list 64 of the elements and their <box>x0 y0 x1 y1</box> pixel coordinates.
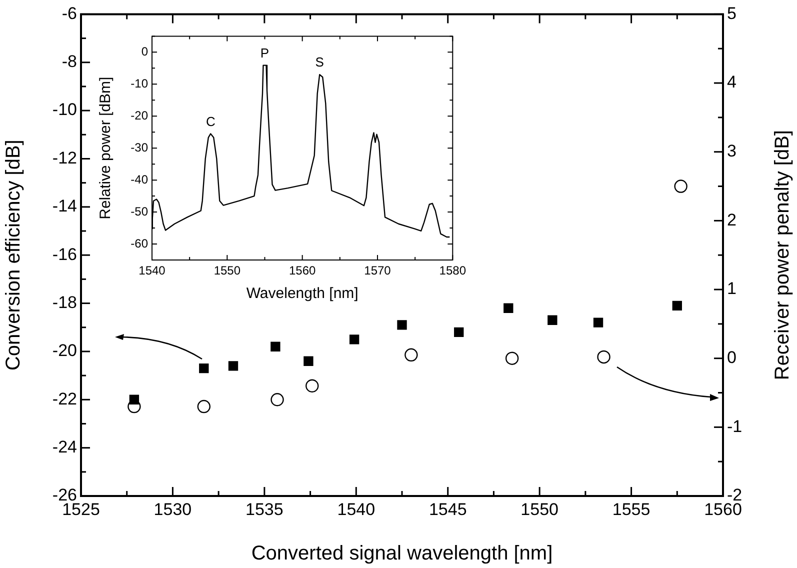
x-tick-label: 1525 <box>62 500 100 519</box>
point <box>270 393 284 406</box>
y-tick-label: -50 <box>130 204 148 218</box>
point <box>593 318 604 328</box>
y-tick-label: -40 <box>130 172 148 186</box>
point <box>270 342 280 352</box>
y-tick-label: -6 <box>62 4 77 23</box>
y2-tick-label: 2 <box>727 210 736 230</box>
y-tick-label: -22 <box>52 389 77 408</box>
y-tick-label: -20 <box>52 341 77 360</box>
point <box>197 400 210 414</box>
y2-tick-label: 5 <box>727 4 736 23</box>
point <box>129 394 140 404</box>
y-tick-label: 0 <box>141 44 148 58</box>
y2-tick-label: 0 <box>727 348 736 368</box>
y2-tick-label: 3 <box>727 142 736 161</box>
point <box>349 334 360 344</box>
point <box>672 300 682 311</box>
x-tick-label: 1550 <box>520 500 558 519</box>
y-tick-label: -30 <box>130 140 148 154</box>
x-tick-label: 1540 <box>337 500 376 519</box>
point <box>548 315 558 325</box>
y-tick-label: -8 <box>62 52 77 72</box>
y-axis-title: Relative power [dBm] <box>97 76 114 220</box>
y2-tick-label: 4 <box>727 72 736 92</box>
point <box>674 180 688 193</box>
point <box>404 348 418 362</box>
y-tick-label: -10 <box>130 76 148 90</box>
y-tick-label: -24 <box>52 438 77 457</box>
y2-tick-label: 1 <box>727 279 736 298</box>
y-tick-label: -14 <box>52 196 77 216</box>
y-tick-label: -16 <box>52 244 77 264</box>
point <box>505 352 519 365</box>
x-tick-label: 1530 <box>154 500 192 519</box>
x-tick-label: 1535 <box>246 500 284 519</box>
annotation: C <box>206 114 216 129</box>
point <box>306 379 319 392</box>
point <box>397 320 407 330</box>
annotation: S <box>315 54 324 70</box>
x-tick-label: 1570 <box>364 264 392 278</box>
x-tick-label: 1540 <box>138 264 166 278</box>
point <box>199 363 209 374</box>
y-tick-label: -18 <box>52 292 77 312</box>
y-tick-label: -20 <box>130 108 148 122</box>
x-tick-label: 1550 <box>214 264 241 278</box>
point <box>304 356 314 366</box>
x-axis-title: Converted signal wavelength [nm] <box>251 542 553 565</box>
point <box>597 350 610 364</box>
x-tick-label: 1545 <box>428 500 467 519</box>
y2-axis-title: Receiver power penalty [dB] <box>772 130 794 380</box>
x-tick-label: 1560 <box>288 264 316 278</box>
point <box>504 303 514 313</box>
x-tick-label: 1580 <box>439 264 466 278</box>
x-axis-title: Wavelength [nm] <box>246 285 358 302</box>
y-tick-label: -12 <box>52 148 77 168</box>
annotation: P <box>260 45 270 60</box>
y-tick-label: -60 <box>130 236 148 250</box>
point <box>228 361 238 371</box>
y-tick-label: -10 <box>52 100 77 120</box>
point <box>454 327 464 338</box>
x-tick-label: 1560 <box>704 500 742 519</box>
x-tick-label: 1555 <box>612 500 650 519</box>
y2-tick-label: -1 <box>727 416 742 436</box>
y-axis-title: Conversion efficiency [dB] <box>2 140 25 371</box>
